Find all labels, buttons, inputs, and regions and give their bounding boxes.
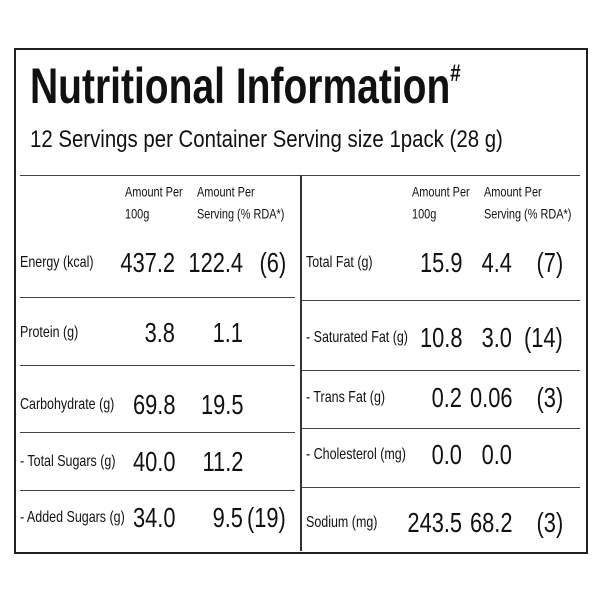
row-divider xyxy=(20,365,295,366)
column-divider xyxy=(300,175,302,551)
per-serving-value: 0.06 xyxy=(469,382,512,413)
subtitle: 12 Servings per Container Serving size 1… xyxy=(30,126,503,153)
per-100g-value: 15.9 xyxy=(419,247,462,278)
title-mark: # xyxy=(450,60,461,87)
rda-value: (19) xyxy=(247,502,286,533)
row-divider xyxy=(302,487,580,488)
row-divider xyxy=(302,370,580,371)
per-100g-value: 437.2 xyxy=(120,247,175,278)
per-serving-value: 9.5 xyxy=(212,502,243,533)
per-serving-value: 19.5 xyxy=(200,389,243,420)
per-100g-value: 34.0 xyxy=(132,502,175,533)
nutrient-name: - Cholesterol (mg) xyxy=(306,446,406,463)
per-serving-value: 122.4 xyxy=(188,247,243,278)
per-serving-value: 0.0 xyxy=(481,439,512,470)
per-100g-value: 243.5 xyxy=(407,507,462,538)
rda-value: (7) xyxy=(536,247,563,278)
nutrient-name: - Total Sugars (g) xyxy=(20,453,116,470)
per-serving-value: 68.2 xyxy=(469,507,512,538)
frame xyxy=(14,48,588,554)
per-serving-value: 11.2 xyxy=(202,446,243,477)
column-header: Amount Per xyxy=(197,183,255,200)
per-serving-value: 4.4 xyxy=(481,247,512,278)
per-serving-value: 3.0 xyxy=(481,322,512,353)
row-divider xyxy=(20,297,295,298)
column-header: 100g xyxy=(412,205,437,222)
rda-value: (14) xyxy=(524,322,563,353)
title-text: Nutritional Information xyxy=(30,58,451,114)
per-100g-value: 40.0 xyxy=(132,446,175,477)
per-100g-value: 3.8 xyxy=(144,317,175,348)
nutrient-name: - Added Sugars (g) xyxy=(20,509,125,526)
column-header: Amount Per xyxy=(412,183,470,200)
nutrient-name: Energy (kcal) xyxy=(20,254,94,271)
rda-value: (6) xyxy=(259,247,286,278)
row-divider xyxy=(20,490,295,491)
title: Nutritional Information# xyxy=(30,61,461,111)
row-divider xyxy=(302,300,580,301)
per-100g-value: 0.0 xyxy=(431,439,462,470)
column-header: 100g xyxy=(125,205,150,222)
row-divider xyxy=(20,432,295,433)
nutrient-name: Protein (g) xyxy=(20,324,79,341)
column-header: Serving (% RDA*) xyxy=(197,205,285,222)
column-header: Amount Per xyxy=(125,183,183,200)
nutrient-name: - Trans Fat (g) xyxy=(306,389,386,406)
per-100g-value: 10.8 xyxy=(419,322,462,353)
column-header: Amount Per xyxy=(484,183,542,200)
nutrient-name: Carbohydrate (g) xyxy=(20,396,115,413)
row-divider xyxy=(302,428,580,429)
rda-value: (3) xyxy=(536,382,563,413)
per-100g-value: 69.8 xyxy=(132,389,175,420)
per-serving-value: 1.1 xyxy=(212,317,243,348)
nutrient-name: Sodium (mg) xyxy=(306,514,378,531)
rda-value: (3) xyxy=(536,507,563,538)
nutrient-name: - Saturated Fat (g) xyxy=(306,329,408,346)
nutrient-name: Total Fat (g) xyxy=(306,254,373,271)
per-100g-value: 0.2 xyxy=(431,382,462,413)
column-header: Serving (% RDA*) xyxy=(484,205,572,222)
